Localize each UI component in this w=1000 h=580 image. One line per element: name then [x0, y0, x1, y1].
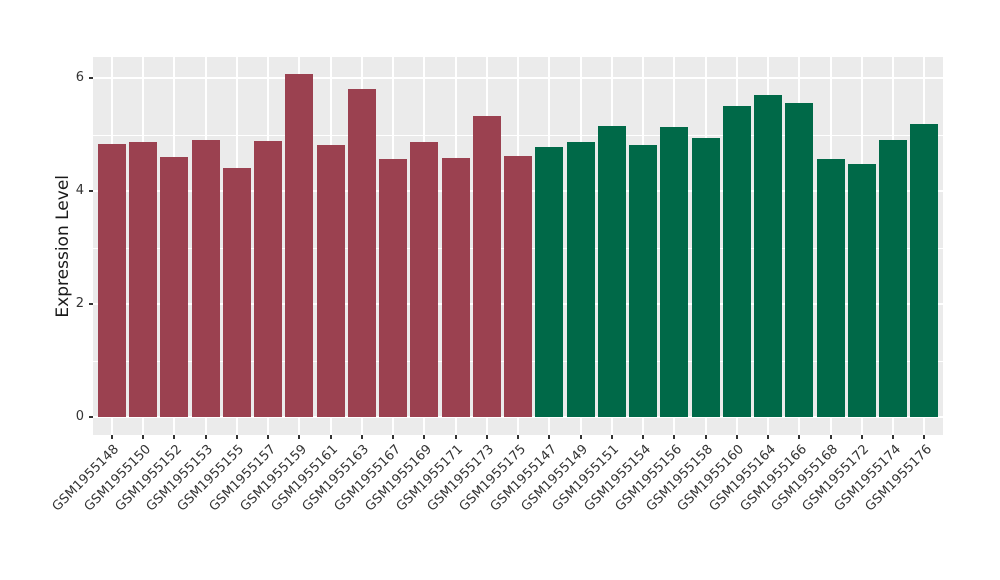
bar-GSM1955157 — [254, 140, 282, 417]
y-tick-mark — [89, 77, 93, 79]
x-tick-mark — [923, 435, 926, 439]
bar-GSM1955149 — [566, 142, 595, 417]
bar-GSM1955154 — [629, 145, 657, 417]
x-tick-mark — [235, 435, 238, 439]
y-tick-mark — [89, 190, 93, 192]
y-tick-mark — [89, 416, 93, 418]
x-tick-mark — [548, 435, 551, 439]
x-tick-mark — [329, 435, 332, 439]
x-tick-mark — [142, 435, 144, 439]
bar-GSM1955166 — [785, 102, 814, 417]
bar-GSM1955168 — [816, 158, 845, 417]
x-tick-mark — [829, 435, 832, 439]
bar-GSM1955161 — [316, 145, 345, 417]
plot-panel — [93, 57, 943, 435]
x-tick-mark — [454, 435, 457, 439]
y-tick-label: 6 — [75, 70, 84, 85]
bar-GSM1955159 — [285, 74, 314, 417]
x-tick-mark — [704, 435, 707, 439]
x-tick-mark — [579, 435, 582, 439]
bar-GSM1955175 — [504, 155, 532, 417]
bar-GSM1955163 — [347, 88, 376, 417]
bar-GSM1955148 — [97, 144, 126, 417]
y-tick-label: 2 — [75, 296, 84, 311]
bar-GSM1955164 — [754, 94, 782, 417]
bar-GSM1955150 — [129, 141, 157, 417]
x-tick-mark — [267, 435, 269, 439]
x-tick-mark — [204, 435, 207, 439]
x-tick-mark — [673, 435, 676, 439]
y-axis-title-wrap: Expression Level — [52, 57, 74, 435]
x-tick-mark — [860, 435, 863, 439]
y-tick-mark — [89, 303, 93, 305]
x-tick-mark — [767, 435, 769, 439]
x-tick-mark — [423, 435, 426, 439]
bar-GSM1955176 — [910, 123, 939, 417]
y-tick-label: 4 — [75, 183, 84, 198]
bar-GSM1955153 — [191, 140, 220, 417]
x-tick-mark — [517, 435, 519, 439]
bar-GSM1955160 — [722, 105, 751, 417]
x-tick-mark — [110, 435, 113, 439]
bar-GSM1955156 — [660, 127, 689, 417]
bar-GSM1955155 — [222, 167, 251, 417]
x-tick-mark — [892, 435, 894, 439]
bar-GSM1955151 — [597, 126, 626, 417]
bar-GSM1955158 — [691, 138, 720, 417]
x-tick-mark — [642, 435, 644, 439]
x-tick-mark — [392, 435, 394, 439]
bar-GSM1955172 — [847, 163, 876, 417]
y-tick-label: 0 — [75, 409, 84, 424]
bar-GSM1955167 — [379, 158, 407, 417]
bar-GSM1955169 — [410, 142, 439, 417]
x-tick-mark — [298, 435, 301, 439]
x-tick-mark — [610, 435, 613, 439]
bar-GSM1955174 — [879, 140, 907, 417]
bar-GSM1955171 — [441, 157, 470, 417]
x-tick-mark — [485, 435, 488, 439]
x-tick-mark — [735, 435, 738, 439]
bar-GSM1955152 — [160, 156, 189, 417]
x-tick-mark — [360, 435, 363, 439]
bar-GSM1955173 — [472, 116, 501, 417]
bar-GSM1955147 — [535, 147, 564, 417]
x-tick-mark — [798, 435, 801, 439]
x-tick-mark — [173, 435, 176, 439]
